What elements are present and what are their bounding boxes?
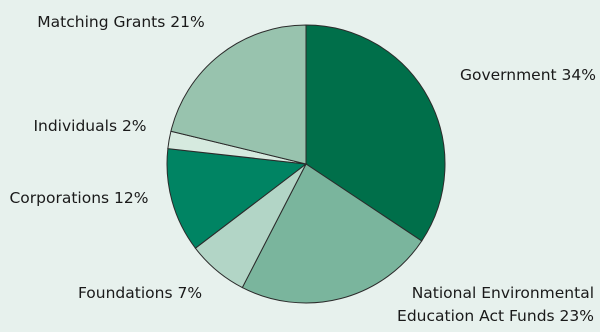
- pie-slice-corporations: [166, 148, 308, 249]
- pie-slice-matching-grants: [170, 24, 307, 165]
- pie-slice-national-environmental-education-act-funds: [241, 163, 423, 304]
- pie-label-corporations: Corporations 12%: [9, 189, 148, 207]
- pie-label-national-environmental-education-act-funds: National Environmental Education Act Fund…: [397, 284, 594, 325]
- pie-label-matching-grants: Matching Grants 21%: [37, 13, 204, 31]
- pie-labels: Government 34% National Environmental Educ…: [9, 13, 596, 325]
- pie-slices: [166, 24, 446, 304]
- pie-label-foundations: Foundations 7%: [78, 284, 202, 302]
- pie-label-government: Government 34%: [460, 66, 596, 84]
- pie-label-individuals: Individuals 2%: [33, 117, 146, 135]
